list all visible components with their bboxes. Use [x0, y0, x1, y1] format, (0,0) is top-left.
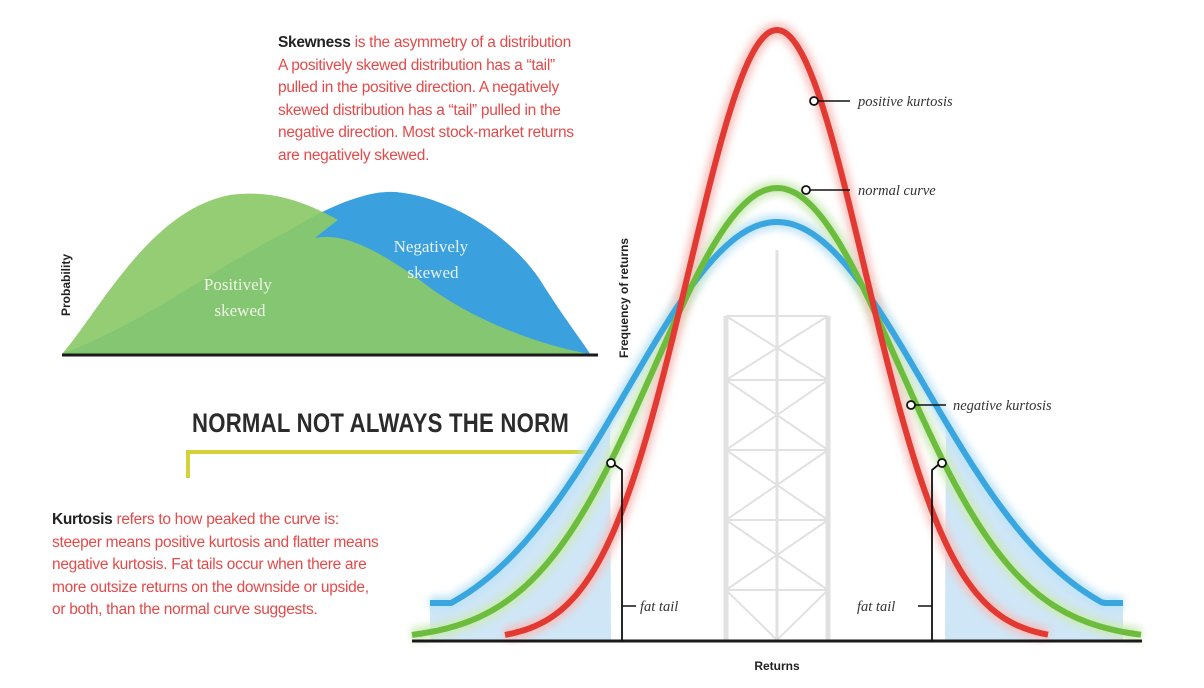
callout-fat-tail-right: fat tail [857, 458, 947, 641]
callout-positive-kurtosis: positive kurtosis [809, 94, 953, 110]
callout-normal-curve: normal curve [801, 183, 936, 199]
skewness-line-2: A positively skewed distribution has a “… [278, 56, 555, 74]
negative-kurtosis-curve [430, 219, 1123, 606]
positively-skewed-label: Positively skewed [204, 275, 276, 320]
fat-tail-left-area [430, 418, 611, 640]
kurtosis-description: Kurtosis refers to how peaked the curve … [52, 509, 422, 622]
kurtosis-term: Kurtosis [52, 511, 113, 528]
tower-graphic [723, 250, 831, 641]
fat-tail-right-label: fat tail [857, 599, 895, 615]
kurtosis-line-2: steeper means positive kurtosis and flat… [52, 533, 379, 551]
headline-accent-bar [186, 450, 600, 478]
skewness-description: Skewness is the asymmetry of a distribut… [278, 32, 608, 167]
kurtosis-line-5: or both, than the normal curve suggests. [52, 601, 318, 618]
positive-kurtosis-curve [504, 26, 1049, 638]
callout-negative-kurtosis: negative kurtosis [906, 398, 1052, 414]
positive-kurtosis-label: positive kurtosis [857, 94, 953, 110]
normal-curve-label: normal curve [858, 183, 936, 199]
fat-tail-left-label: fat tail [640, 599, 678, 615]
skewness-chart: Probability Positively skewed Negatively… [59, 191, 598, 357]
fat-tail-right-area [945, 422, 1123, 640]
callout-fat-tail-left: fat tail [606, 458, 678, 641]
skewness-line-6: are negatively skewed. [278, 146, 430, 164]
skew-chart-ylabel: Probability [59, 254, 73, 316]
skewness-line-5: negative direction. Most stock-market re… [278, 124, 574, 141]
frequency-ylabel: Frequency of returns [617, 238, 631, 358]
kurtosis-line-3: negative kurtosis. Fat tails occur when … [52, 556, 367, 573]
returns-xlabel: Returns [754, 659, 800, 673]
normal-curve [411, 184, 1142, 638]
positively-skewed-area [62, 193, 590, 354]
negatively-skewed-label: Negatively skewed [394, 237, 473, 282]
headline: NORMAL NOT ALWAYS THE NORM [192, 408, 570, 438]
skewness-line-3: pulled in the positive direction. A nega… [278, 79, 559, 96]
negative-kurtosis-label: negative kurtosis [953, 398, 1052, 414]
skewness-line-4: skewed distribution has a “tail” pulled … [278, 101, 561, 119]
skewness-term: Skewness [278, 34, 351, 51]
skewness-line-1: is the asymmetry of a distribution [350, 34, 572, 51]
skew-overlap-area [315, 192, 590, 354]
kurtosis-chart: Frequency of returns Returns positive ku… [411, 22, 1142, 673]
kurtosis-line-1: refers to how peaked the curve is: [112, 511, 339, 528]
kurtosis-line-4: more outsize returns on the downside or … [52, 578, 369, 596]
